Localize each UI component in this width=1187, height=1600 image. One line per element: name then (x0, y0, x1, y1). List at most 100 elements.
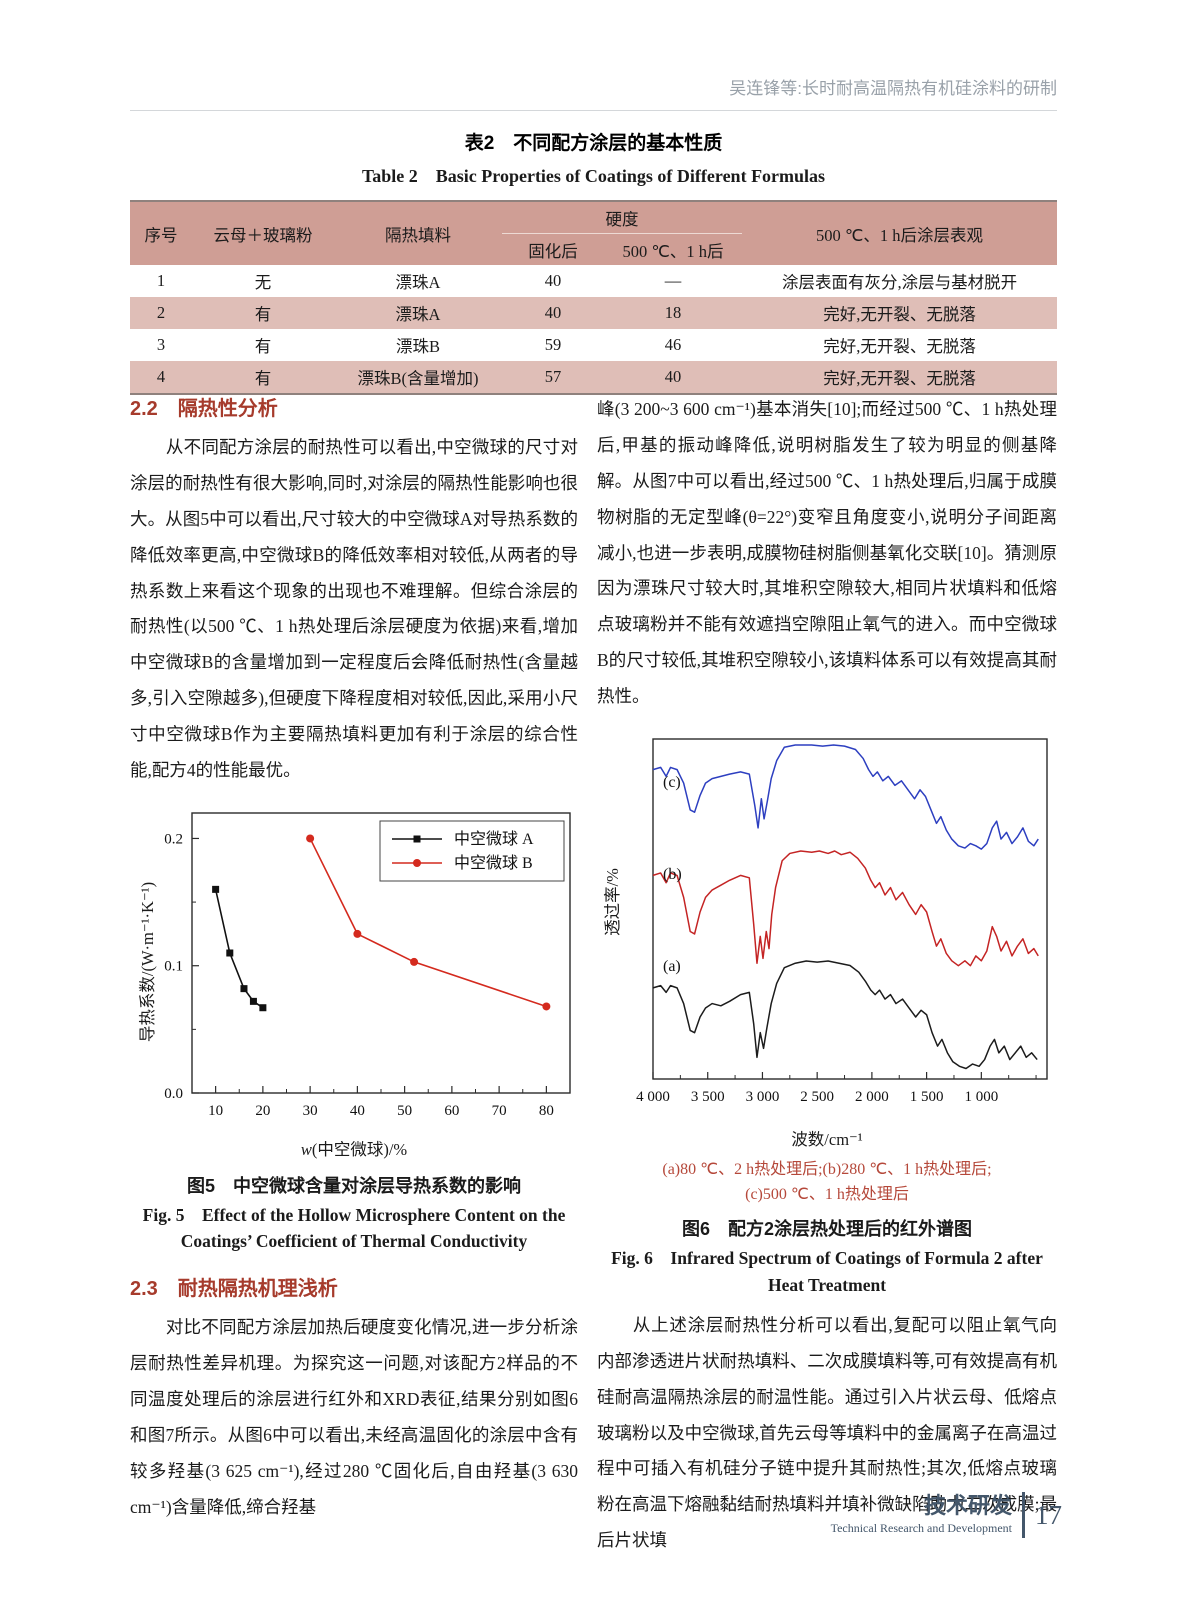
col-header-mica: 云母＋玻璃粉 (213, 225, 313, 245)
table2-title-cn: 表2 不同配方涂层的基本性质 (464, 133, 723, 154)
table2-header: 序号 云母＋玻璃粉 隔热填料 硬度 500 ℃、1 h后涂层表观 固化后 500… (130, 201, 1057, 265)
cell-mica: 有 (254, 369, 272, 388)
marker-square (212, 885, 220, 893)
col-header-hardness: 硬度 (502, 201, 742, 234)
cell-no: 1 (156, 271, 166, 290)
fig6-caption-cn: 图6 配方2涂层热处理后的红外谱图 (681, 1219, 973, 1240)
fig6-y-axis-label: 透过率/% (603, 867, 622, 936)
fig6-x-axis-label: 波数/cm⁻¹ (791, 1129, 863, 1149)
fig6-caption-en-line2: Heat Treatment (767, 1274, 887, 1295)
section-2-2-heading: 2.2 隔热性分析 (130, 398, 278, 420)
cell-appearance: 完好,无开裂、无脱落 (823, 369, 976, 388)
cell-cured: 59 (544, 335, 562, 354)
marker-circle (542, 1002, 551, 1011)
cell-filler: 漂珠B(含量增加) (357, 369, 479, 388)
section-2-3-paragraph: 对比不同配方涂层加热后硬度变化情况,进一步分析涂层耐热性差异机理。为探究这一问题… (130, 1317, 578, 1517)
x-tick-label: 4 000 (636, 1089, 670, 1105)
table2-title-en: Table 2 Basic Properties of Coatings of … (361, 166, 826, 186)
marker-circle (410, 957, 419, 966)
right-top-paragraph: 峰(3 200~3 600 cm⁻¹)基本消失[10];而经过500 ℃、1 h… (597, 399, 1057, 706)
x-tick-label: 2 500 (800, 1089, 834, 1105)
curve-label: (b) (663, 866, 682, 883)
cell-mica: 有 (254, 337, 272, 356)
col-header-filler: 隔热填料 (385, 225, 451, 245)
cell-appearance: 完好,无开裂、无脱落 (823, 305, 976, 324)
cell-filler: 漂珠A (395, 273, 441, 292)
cell-after500: — (664, 271, 682, 290)
cell-mica: 无 (254, 273, 272, 292)
x-tick-label: 3 000 (746, 1089, 780, 1105)
marker-square (226, 949, 234, 957)
cell-filler: 漂珠B (395, 337, 440, 356)
cell-no: 3 (156, 335, 166, 354)
x-tick-label: 1 500 (910, 1089, 944, 1105)
x-tick-label: 60 (444, 1103, 459, 1119)
y-tick-label: 0.2 (164, 831, 183, 847)
spectrum-curve (652, 744, 1039, 850)
footer-section-en: Technical Research and Development (830, 1520, 1012, 1535)
y-tick-label: 0.1 (164, 958, 183, 974)
fig5-xlabel-variable: w (300, 1139, 312, 1159)
marker-circle (353, 929, 362, 938)
figure6-chart: 透过率/% 4 000 3 500 3 000 2 500 2 000 1 500 1 00… (597, 731, 1057, 1298)
page-footer: 技术研发 Technical Research and Development … (831, 1492, 1062, 1538)
fig5-y-axis-label: 导热系数/(W·m⁻¹·K⁻¹) (138, 881, 157, 1042)
series-line (309, 837, 547, 1007)
table-row: 3 有 漂珠B 59 46 完好,无开裂、无脱落 (130, 329, 1057, 361)
table-row: 2 有 漂珠A 40 18 完好,无开裂、无脱落 (130, 297, 1057, 329)
page-number: 17 (1035, 1499, 1062, 1530)
curve-label: (a) (663, 958, 681, 975)
x-tick-label: 50 (397, 1103, 412, 1119)
table-row: 4 有 漂珠B(含量增加) 57 40 完好,无开裂、无脱落 (130, 361, 1057, 394)
fig6-caption-en-line1: Fig. 6 Infrared Spectrum of Coatings of … (611, 1248, 1043, 1269)
section-2-3-heading: 2.3 耐热隔热机理浅析 (130, 1278, 338, 1301)
footer-divider (1022, 1492, 1025, 1538)
footer-section: 技术研发 Technical Research and Development (831, 1494, 1012, 1535)
marker-square (240, 984, 248, 992)
fig5-caption-en-line1: Fig. 5 Effect of the Hollow Microsphere … (142, 1204, 566, 1225)
cell-after500: 18 (664, 303, 682, 322)
fig5-plot: 10 20 30 40 50 60 70 80 0.0 0.1 0.2 中空微球 A 中空微球 B (164, 812, 571, 1119)
x-tick-label: 2 000 (855, 1089, 889, 1105)
cell-cured: 57 (544, 367, 562, 386)
x-tick-label: 70 (492, 1103, 507, 1119)
table2: 序号 云母＋玻璃粉 隔热填料 硬度 500 ℃、1 h后涂层表观 固化后 500… (130, 200, 1057, 395)
legend-box (379, 820, 565, 882)
fig6-plot: 4 000 3 500 3 000 2 500 2 000 1 500 1 000 (c) (b… (636, 738, 1048, 1105)
cell-after500: 46 (664, 335, 682, 354)
fig5-x-axis-label: w(中空微球)/% (130, 1136, 578, 1160)
legend-marker-square (413, 835, 421, 843)
table-row: 1 无 漂珠A 40 — 涂层表面有灰分,涂层与基材脱开 (130, 265, 1057, 297)
curve-label: (c) (663, 774, 681, 791)
legend-label: 中空微球 A (454, 830, 534, 848)
x-tick-label: 80 (539, 1103, 554, 1119)
x-tick-label: 40 (350, 1103, 365, 1119)
section-2-2-paragraph: 从不同配方涂层的耐热性可以看出,中空微球的尺寸对涂层的耐热性有很大影响,同时,对… (130, 437, 578, 780)
cell-mica: 有 (254, 305, 272, 324)
right-bottom-paragraph: 从上述涂层耐热性分析可以看出,复配可以阻止氧气向内部渗透进片状耐热填料、二次成膜… (597, 1314, 1057, 1551)
fig5-caption-en: Fig. 5 Effect of the Hollow Microsphere … (130, 1202, 578, 1255)
fig6-note-line1: (a)80 ℃、2 h热处理后;(b)280 ℃、1 h热处理后; (662, 1160, 992, 1178)
fig6-frame (652, 738, 1048, 1080)
legend-marker-circle (413, 858, 421, 867)
marker-square (259, 1003, 267, 1011)
col-header-no: 序号 (144, 225, 178, 245)
col-header-cured: 固化后 (528, 241, 578, 261)
figure5-chart: 导热系数/(W·m⁻¹·K⁻¹) 10 20 30 40 50 60 70 80 0.0 0.1 0… (130, 801, 578, 1255)
series-line (214, 888, 264, 1009)
cell-cured: 40 (544, 303, 562, 322)
cell-cured: 40 (544, 271, 562, 290)
cell-no: 2 (156, 303, 166, 322)
fig5-caption-cn: 图5 中空微球含量对涂层导热系数的影响 (186, 1175, 521, 1196)
spectrum-curve (652, 960, 1038, 1070)
fig6-note: (a)80 ℃、2 h热处理后;(b)280 ℃、1 h热处理后; (c)500… (597, 1158, 1057, 1208)
col-header-appearance: 500 ℃、1 h后涂层表观 (815, 225, 984, 245)
x-tick-label: 20 (255, 1103, 270, 1119)
x-tick-label: 1 000 (964, 1089, 998, 1105)
x-tick-label: 10 (208, 1103, 223, 1119)
legend-label: 中空微球 B (454, 854, 533, 872)
cell-after500: 40 (664, 367, 682, 386)
cell-no: 4 (156, 367, 166, 386)
running-head: 吴连锋等:长时耐高温隔热有机硅涂料的研制 (130, 74, 1057, 111)
